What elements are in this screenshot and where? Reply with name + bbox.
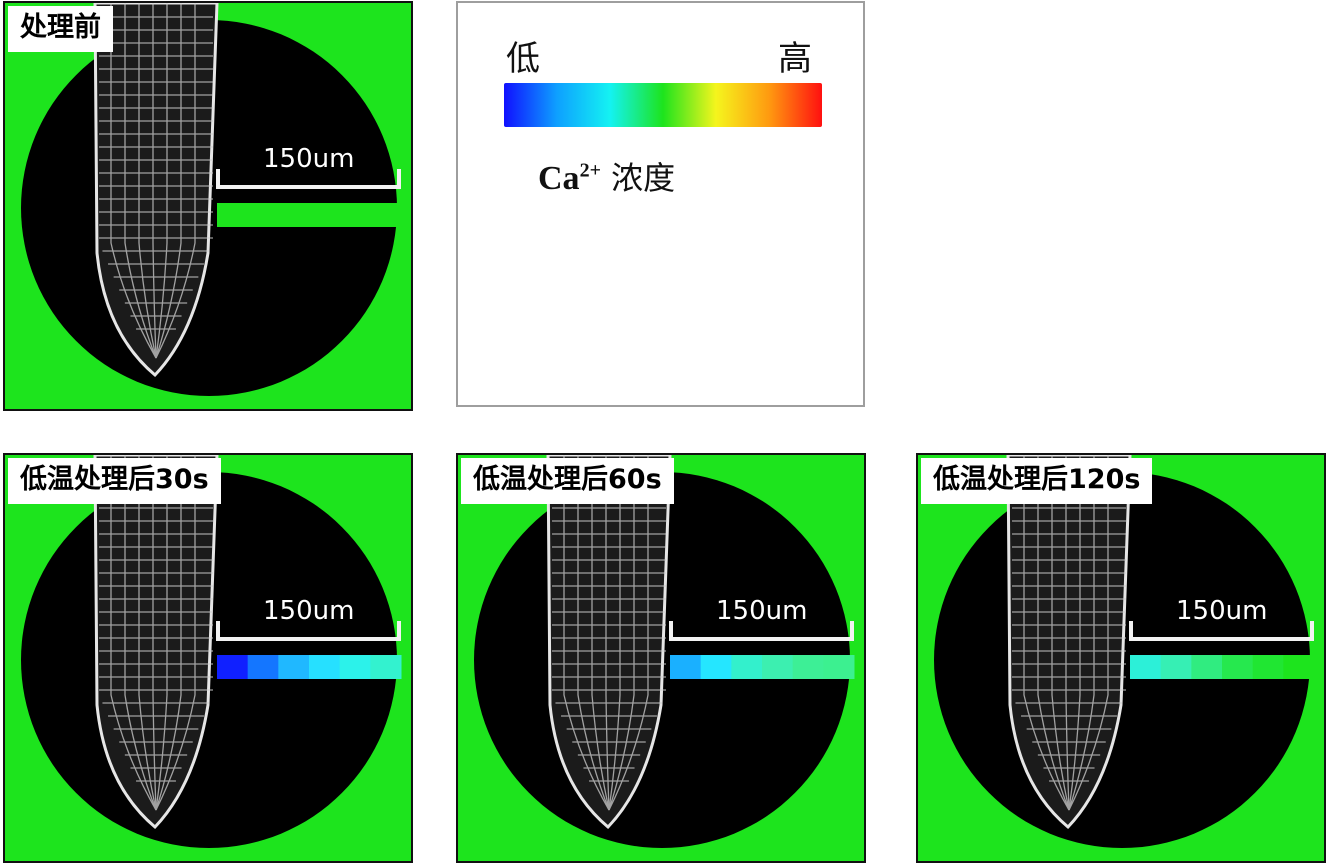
- panel-label: 低温处理后120s: [921, 458, 1153, 505]
- panel-label: 低温处理后30s: [8, 458, 221, 505]
- ca-signal-segment: [1283, 655, 1315, 679]
- ca-signal-segment: [1160, 655, 1192, 679]
- panel-before: 150um 处理前: [3, 1, 413, 411]
- ca-signal-segment: [731, 655, 763, 679]
- legend-caption: Ca2+ 浓度: [538, 153, 675, 199]
- scale-bar-label: 150um: [1176, 596, 1267, 626]
- root-image: 150um: [934, 455, 1315, 848]
- panel-label: 处理前: [8, 6, 113, 53]
- scale-bar-label: 150um: [716, 596, 807, 626]
- ca-signal-segment: [278, 655, 310, 679]
- ca-signal-segment: [1252, 655, 1284, 679]
- caption-chem: Ca2+: [538, 159, 601, 197]
- ca-signal-segment: [1191, 655, 1223, 679]
- scale-bar-label: 150um: [263, 144, 354, 174]
- ca-signal-segment: [217, 655, 249, 679]
- ca-signal-segment: [700, 655, 732, 679]
- color-legend: 低 高 Ca2+ 浓度: [456, 1, 865, 407]
- ca-signal-segment: [792, 655, 824, 679]
- ca-signal-segment: [339, 655, 371, 679]
- panel-label: 低温处理后60s: [461, 458, 674, 505]
- root-cell-pattern: [1012, 455, 1126, 811]
- ca-signal-segment: [762, 655, 794, 679]
- ca-signal-segment: [823, 655, 855, 679]
- root-cell-pattern: [552, 455, 666, 811]
- root-image: 150um: [21, 455, 402, 848]
- caption-superscript: 2+: [579, 159, 601, 182]
- legend-low-label: 低: [506, 39, 540, 79]
- ca-signal-segment: [370, 655, 402, 679]
- panel-120s: 150um 低温处理后120s: [916, 453, 1326, 863]
- ca-signal-segment: [247, 655, 279, 679]
- ca-signal-segment: [217, 203, 402, 227]
- ca-signal-segment: [670, 655, 702, 679]
- ca-signal-segment: [1130, 655, 1162, 679]
- caption-text: 浓度: [611, 159, 676, 197]
- root-image: 150um: [21, 3, 402, 396]
- panel-60s: 150um 低温处理后60s: [456, 453, 866, 863]
- ca-signal-segment: [309, 655, 341, 679]
- legend-high-label: 高: [778, 39, 812, 79]
- scale-bar-label: 150um: [263, 596, 354, 626]
- legend-gradient-bar: [504, 83, 822, 127]
- root-cell-pattern: [99, 3, 213, 359]
- ca-signal-segment: [1222, 655, 1254, 679]
- root-cell-pattern: [99, 455, 213, 811]
- root-image: 150um: [474, 455, 855, 848]
- panel-30s: 150um 低温处理后30s: [3, 453, 413, 863]
